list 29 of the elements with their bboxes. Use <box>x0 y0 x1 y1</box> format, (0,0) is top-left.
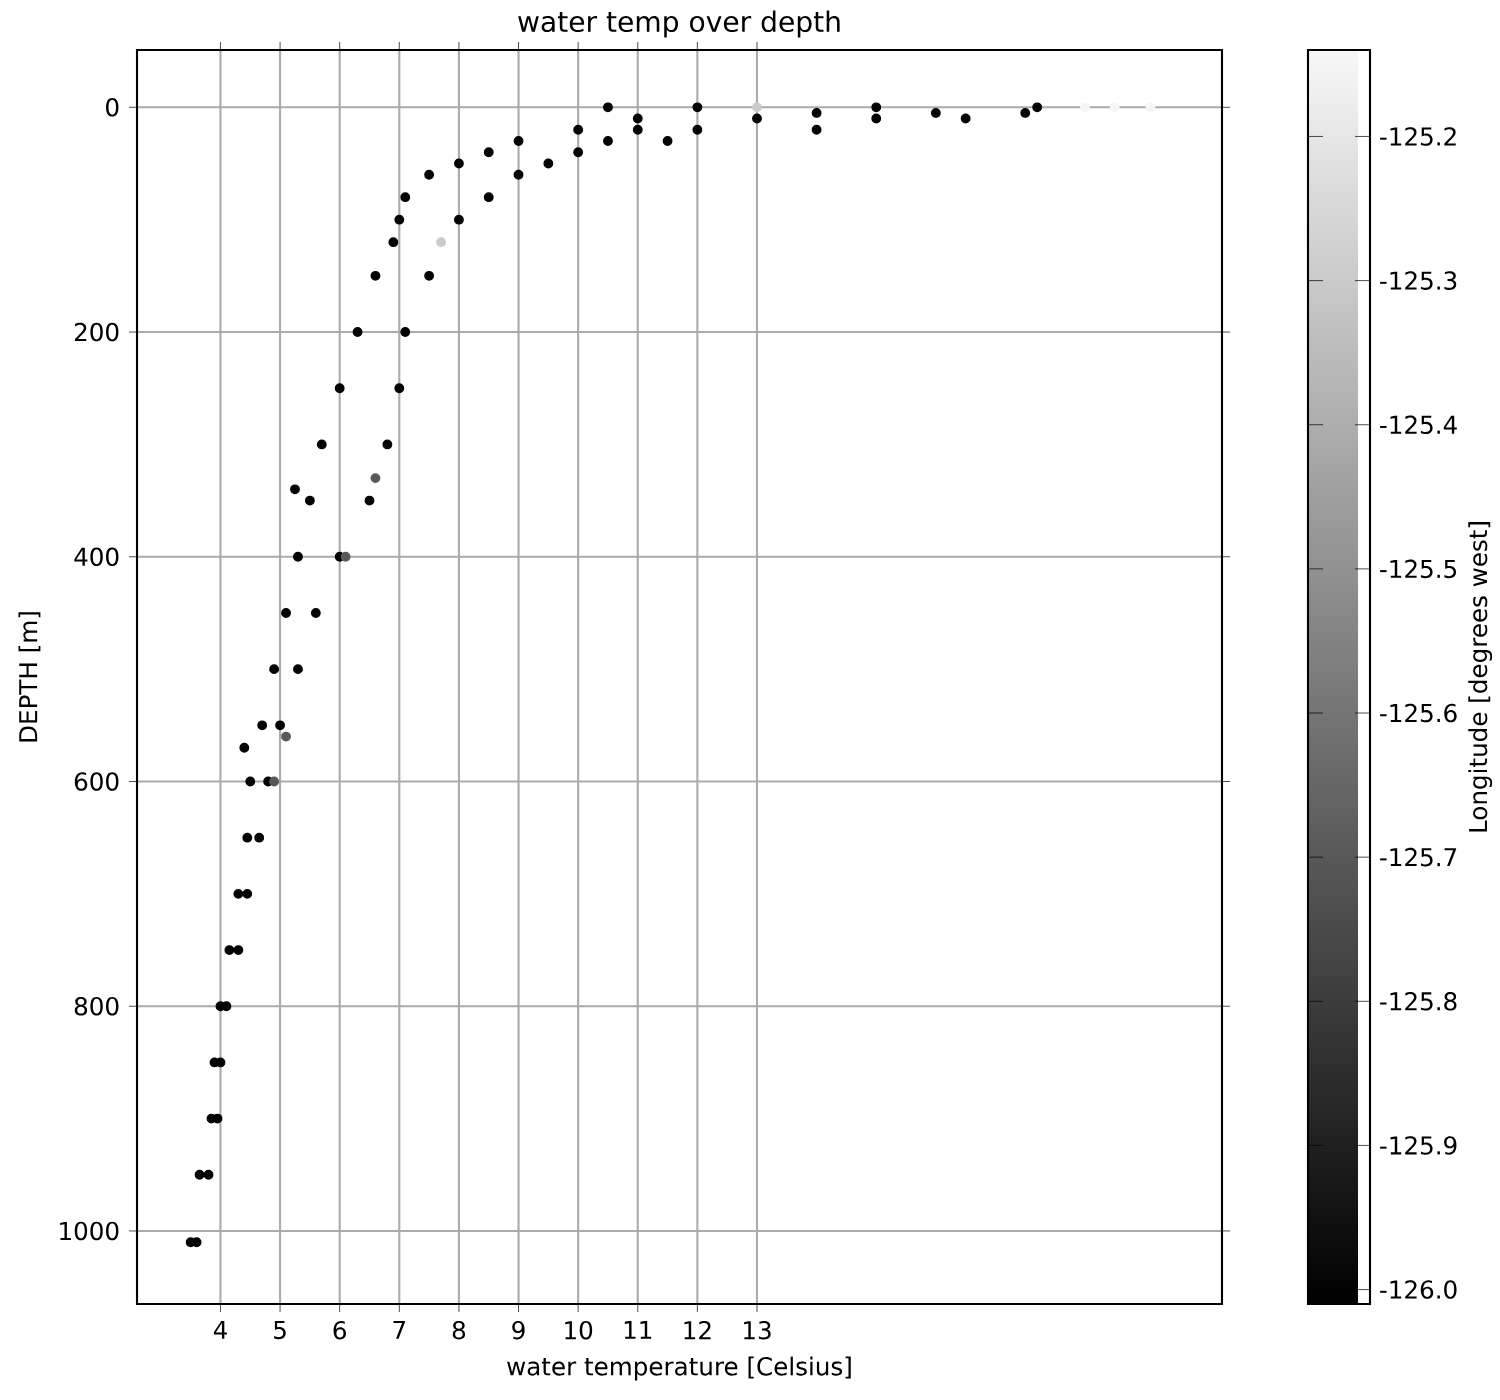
color-bar-label: -125.8 <box>1380 992 1457 1011</box>
color-bar-label: -125.7 <box>1380 847 1457 867</box>
y-tick-label: 600 <box>74 772 119 791</box>
x-tick-label: 8 <box>452 1320 466 1340</box>
x-tick-label: 12 <box>684 1320 711 1340</box>
color-bar-label: -125.2 <box>1380 127 1456 146</box>
y-axis-title: DEPTH [m] <box>18 612 41 742</box>
y-tick-label: 200 <box>74 322 119 342</box>
x-tick-label: 13 <box>744 1320 771 1340</box>
x-tick-label: 9 <box>512 1320 525 1340</box>
x-tick-label: 5 <box>274 1320 286 1340</box>
color-bar-label: -126.0 <box>1380 1280 1457 1299</box>
x-tick-label: 7 <box>393 1320 406 1339</box>
y-tick-label: 800 <box>74 996 119 1016</box>
color-bar-label: -125.5 <box>1380 559 1457 579</box>
color-bar-label: -125.6 <box>1380 703 1457 723</box>
y-tick-label: 0 <box>106 98 119 117</box>
x-tick-label: 4 <box>213 1320 227 1339</box>
x-tick-label: 11 <box>624 1320 652 1339</box>
x-axis-title: water temperature [Celsius] <box>507 1356 851 1381</box>
y-tick-label: 400 <box>74 547 119 567</box>
color-bar-title: Longitude [degrees west] <box>1468 522 1493 832</box>
color-bar-label: -125.9 <box>1380 1136 1457 1155</box>
x-tick-label: 6 <box>333 1320 346 1340</box>
y-tick-label: 1000 <box>60 1221 119 1241</box>
color-bar-label: -125.4 <box>1380 415 1457 435</box>
x-tick-label: 10 <box>565 1320 593 1340</box>
color-bar-label: -125.3 <box>1380 271 1457 290</box>
chart-title: water temp over depth <box>518 10 840 38</box>
